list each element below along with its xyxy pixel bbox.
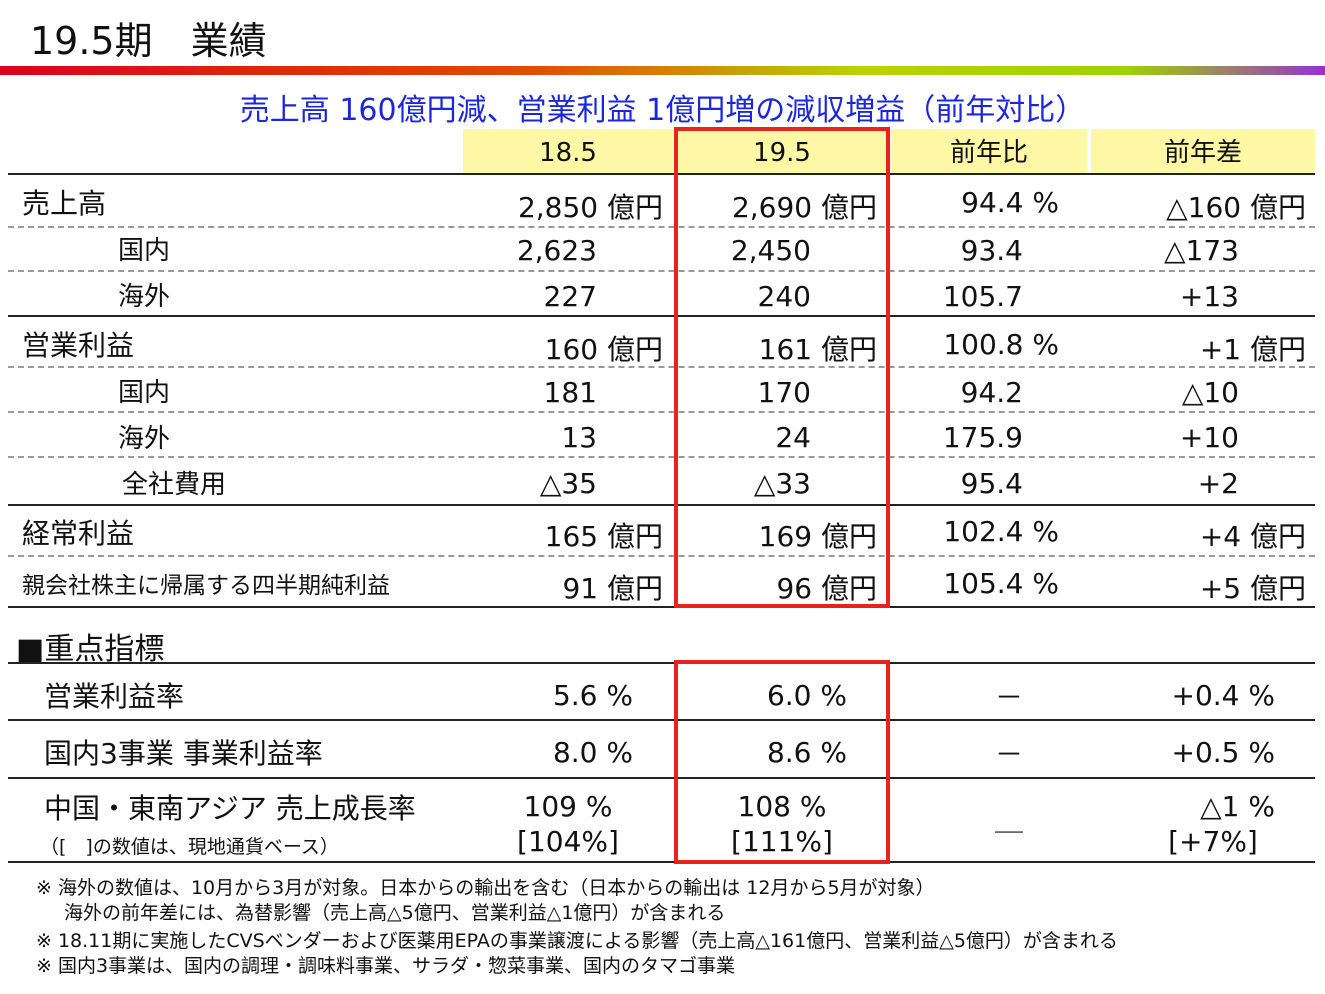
table-cell: △35	[539, 467, 597, 500]
kpi-label-operating-margin: 営業利益率	[44, 680, 185, 713]
table-cell: 175.9	[942, 421, 1023, 454]
table-cell: 91 億円	[562, 572, 663, 605]
table-line	[8, 504, 1315, 506]
table-cell: +5 億円	[1199, 572, 1306, 605]
row-label-domestic: 国内	[118, 236, 171, 266]
header-18-5: 18.5	[463, 129, 673, 173]
row-label-corporate-expenses: 全社費用	[122, 470, 227, 500]
table-cell: +0.4 %	[1171, 679, 1276, 712]
table-cell: 13	[561, 421, 597, 454]
table-cell: 95.4	[960, 467, 1023, 500]
table-cell: 2,450	[730, 234, 811, 267]
table-cell: 96 億円	[776, 572, 877, 605]
table-cell: △173	[1164, 234, 1239, 267]
table-cell: 109 %	[523, 790, 613, 823]
table-cell: 161 億円	[758, 333, 877, 366]
table-cell: 227	[543, 280, 597, 313]
table-cell: +2	[1197, 467, 1239, 500]
row-label-operating-profit: 営業利益	[22, 329, 135, 362]
table-cell: 8.6 %	[766, 736, 847, 769]
table-line	[8, 173, 1315, 175]
row-label-overseas: 海外	[118, 424, 171, 454]
table-cell: 102.4 %	[943, 515, 1059, 548]
table-cell: +1 億円	[1199, 333, 1306, 366]
table-cell: 160 億円	[544, 333, 663, 366]
table-dash	[8, 366, 1315, 368]
table-cell: 108 %	[737, 790, 827, 823]
table-cell: 6.0 %	[766, 679, 847, 712]
table-cell: 100.8 %	[943, 328, 1059, 361]
row-label-domestic: 国内	[118, 378, 171, 408]
table-cell: +0.5 %	[1171, 736, 1276, 769]
table-cell: +10	[1179, 421, 1239, 454]
section-heading-key-indicators: ■重点指標	[16, 632, 165, 667]
table-cell: 105.7	[942, 280, 1023, 313]
table-cell: 105.4 %	[943, 567, 1059, 600]
title-rule	[0, 66, 1325, 75]
footnote: ※ 海外の数値は、10月から3月が対象。日本からの輸出を含む（日本からの輸出は …	[36, 877, 935, 899]
table-cell: △1 %	[1200, 790, 1275, 823]
table-cell: △160 億円	[1166, 191, 1306, 224]
kpi-label-asia-growth: 中国・東南アジア 売上成長率	[44, 792, 416, 825]
header-yoy-diff: 前年差	[1091, 129, 1315, 173]
table-line	[8, 777, 1315, 779]
page-title: 19.5期 業績	[30, 19, 267, 63]
table-line	[8, 315, 1315, 317]
table-cell: [111%]	[731, 825, 833, 858]
table-dash	[8, 411, 1315, 413]
table-dash	[8, 555, 1315, 557]
table-cell: 170	[757, 376, 811, 409]
table-line	[8, 719, 1315, 721]
highlight-box-current-period-kpi	[674, 660, 890, 864]
row-label-ordinary-profit: 経常利益	[22, 517, 135, 550]
table-cell: △10	[1181, 376, 1239, 409]
table-dash	[8, 270, 1315, 272]
table-cell: ＿	[994, 803, 1023, 836]
table-cell: 93.4	[960, 234, 1023, 267]
table-cell: 165 億円	[544, 520, 663, 553]
table-cell: －	[994, 738, 1023, 771]
table-line	[8, 662, 1315, 664]
table-cell: 5.6 %	[552, 679, 633, 712]
highlight-box-current-period	[674, 127, 890, 608]
table-cell: 2,690 億円	[731, 191, 877, 224]
row-label-overseas: 海外	[118, 282, 171, 312]
footnote: 海外の前年差には、為替影響（売上高△5億円、営業利益△1億円）が含まれる	[64, 902, 726, 924]
header-yoy-ratio: 前年比	[891, 129, 1087, 173]
table-dash	[8, 456, 1315, 458]
row-label-sales: 売上高	[22, 187, 107, 220]
table-cell: 181	[543, 376, 597, 409]
table-line	[8, 861, 1315, 863]
table-cell: 24	[775, 421, 811, 454]
summary-subtitle: 売上高 160億円減、営業利益 1億円増の減収増益（前年対比）	[239, 93, 1086, 128]
table-cell: －	[994, 681, 1023, 714]
table-cell: △33	[753, 467, 811, 500]
table-cell: 8.0 %	[552, 736, 633, 769]
footnote: ※ 18.11期に実施したCVSベンダーおよび医薬用EPAの事業譲渡による影響（…	[36, 930, 1118, 952]
table-cell: 169 億円	[758, 520, 877, 553]
kpi-sublabel-local-currency: （[ ]の数値は、現地通貨ベース）	[40, 836, 339, 858]
header-19-5: 19.5	[677, 129, 887, 173]
table-cell: 94.4 %	[961, 186, 1059, 219]
table-cell: 240	[757, 280, 811, 313]
table-cell: 94.2	[960, 376, 1023, 409]
table-cell: [104%]	[517, 825, 619, 858]
table-dash	[8, 226, 1315, 228]
table-cell: 2,850 億円	[517, 191, 663, 224]
row-label-net-income: 親会社株主に帰属する四半期純利益	[22, 573, 390, 599]
table-cell: [+7%]	[1168, 825, 1258, 858]
table-cell: +4 億円	[1199, 520, 1306, 553]
table-cell: 2,623	[516, 234, 597, 267]
kpi-label-domestic-margin: 国内3事業 事業利益率	[44, 737, 323, 770]
footnote: ※ 国内3事業は、国内の調理・調味料事業、サラダ・惣菜事業、国内のタマゴ事業	[36, 955, 736, 977]
table-line	[8, 606, 1315, 608]
table-cell: +13	[1179, 280, 1239, 313]
